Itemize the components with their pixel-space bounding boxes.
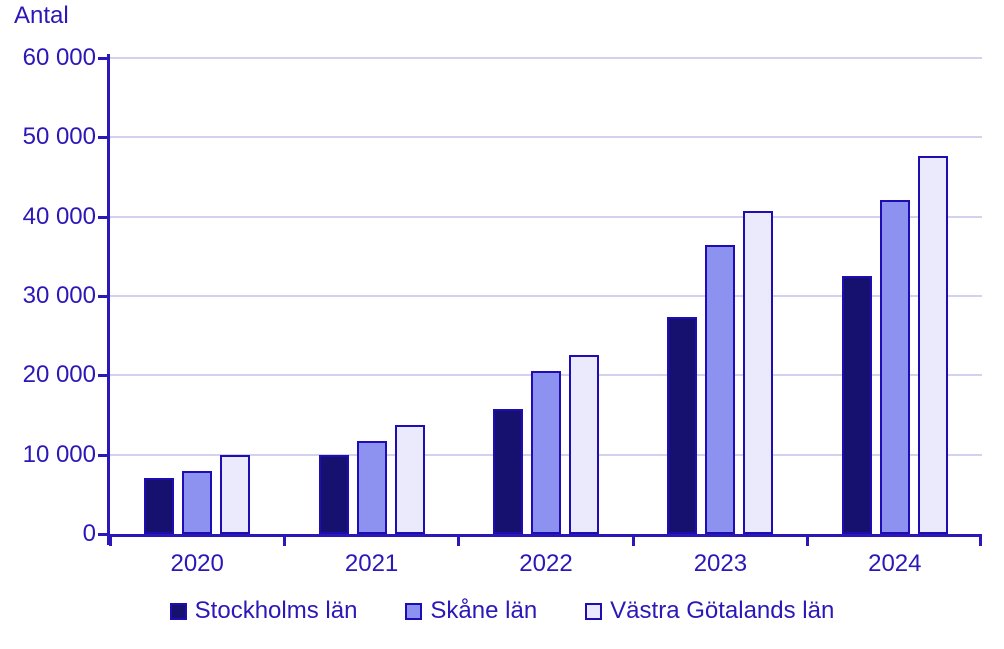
bar-stockholms-l-n-2023	[667, 317, 698, 534]
x-axis-tick	[282, 537, 286, 546]
y-tick-label: 30 000	[22, 282, 96, 309]
bar-sk-ne-l-n-2020	[182, 470, 213, 534]
gridline	[110, 295, 982, 297]
y-tick-label: 60 000	[22, 44, 96, 71]
x-tick-label-2021: 2021	[344, 550, 399, 577]
y-axis-tick	[98, 533, 107, 536]
y-axis-tick	[98, 295, 107, 298]
bar-v-stra-g-talands-l-n-2022	[569, 354, 599, 534]
x-tick-label-2020: 2020	[170, 550, 224, 577]
y-axis-title: Antal	[14, 2, 69, 29]
legend-item-sk-ne-l-n: Skåne län	[405, 597, 537, 625]
bar-stockholms-l-n-2022	[493, 408, 523, 534]
x-tick-label-2023: 2023	[693, 550, 748, 577]
y-tick-label: 20 000	[22, 361, 96, 389]
y-axis-tick	[98, 57, 107, 60]
legend: Stockholms län Skåne län Västra Götalands …	[0, 597, 1004, 625]
bar-v-stra-g-talands-l-n-2024	[917, 155, 948, 534]
x-axis-tick	[457, 537, 461, 546]
y-axis-tick	[98, 215, 107, 219]
x-axis-tick	[979, 537, 982, 546]
bar-sk-ne-l-n-2021	[356, 441, 387, 534]
bar-sk-ne-l-n-2024	[879, 200, 910, 534]
x-tick-label-2022: 2022	[519, 550, 573, 577]
x-axis-line	[107, 534, 982, 537]
x-axis-tick	[108, 537, 112, 546]
bar-v-stra-g-talands-l-n-2021	[394, 425, 425, 534]
bar-v-stra-g-talands-l-n-2020	[220, 454, 251, 534]
y-tick-label: 40 000	[22, 202, 96, 230]
legend-item-v-stra-g-talands-l-n: Västra Götalands län	[585, 597, 834, 625]
legend-item-stockholms-l-n: Stockholms län	[169, 597, 358, 625]
y-axis-tick	[98, 374, 107, 378]
x-tick-label-2024: 2024	[868, 550, 922, 577]
legend-swatch	[169, 602, 187, 620]
bar-v-stra-g-talands-l-n-2023	[743, 211, 774, 534]
legend-label: Västra Götalands län	[610, 597, 835, 624]
y-axis-tick	[98, 136, 107, 140]
legend-label: Skåne län	[430, 597, 538, 624]
bar-stockholms-l-n-2020	[144, 478, 175, 534]
y-tick-label: 10 000	[22, 440, 96, 468]
gridline	[110, 136, 982, 139]
y-tick-label: 50 000	[22, 123, 96, 151]
gridline	[110, 57, 982, 59]
bar-stockholms-l-n-2021	[318, 454, 349, 534]
x-axis-tick	[806, 537, 810, 546]
gridline	[110, 215, 982, 218]
y-axis-line	[107, 54, 110, 545]
y-tick-label: 0	[82, 520, 96, 547]
legend-label: Stockholms län	[194, 597, 358, 624]
x-axis-tick	[631, 537, 635, 546]
bar-sk-ne-l-n-2023	[705, 245, 736, 534]
y-axis-tick	[98, 453, 107, 457]
bar-sk-ne-l-n-2022	[531, 371, 561, 534]
bar-stockholms-l-n-2024	[841, 276, 872, 534]
legend-swatch	[585, 602, 603, 620]
legend-swatch	[405, 602, 423, 620]
